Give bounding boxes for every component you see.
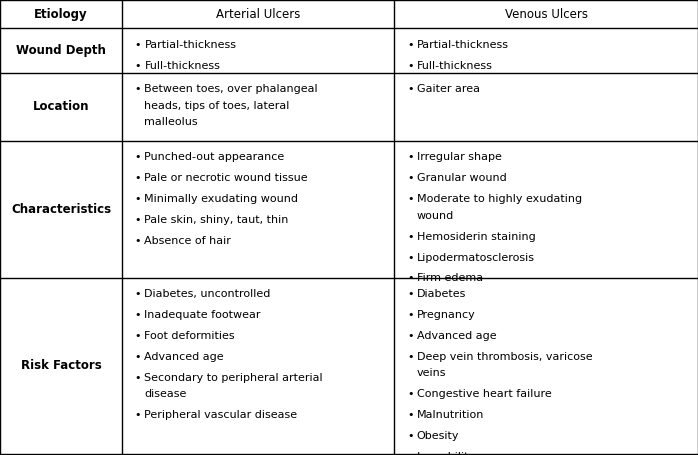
Text: •: • — [407, 61, 413, 71]
Text: Foot deformities: Foot deformities — [144, 331, 235, 341]
Text: •: • — [407, 173, 413, 183]
Text: Location: Location — [33, 101, 89, 113]
Text: Diabetes: Diabetes — [417, 289, 466, 299]
Text: malleolus: malleolus — [144, 117, 198, 127]
Text: •: • — [407, 389, 413, 399]
Text: •: • — [407, 410, 413, 420]
Text: Arterial Ulcers: Arterial Ulcers — [216, 8, 300, 20]
Text: Minimally exudating wound: Minimally exudating wound — [144, 194, 299, 204]
Text: disease: disease — [144, 389, 187, 399]
Text: •: • — [135, 352, 141, 362]
Text: Congestive heart failure: Congestive heart failure — [417, 389, 551, 399]
Text: Lipodermatosclerosis: Lipodermatosclerosis — [417, 253, 535, 263]
Text: •: • — [407, 352, 413, 362]
Text: Immobility: Immobility — [417, 452, 476, 455]
Text: Partial-thickness: Partial-thickness — [417, 40, 509, 50]
Text: Risk Factors: Risk Factors — [21, 359, 101, 372]
Text: Pregnancy: Pregnancy — [417, 310, 475, 320]
Text: •: • — [135, 61, 141, 71]
Text: Granular wound: Granular wound — [417, 173, 507, 183]
Text: Punched-out appearance: Punched-out appearance — [144, 152, 285, 162]
Text: •: • — [407, 253, 413, 263]
Text: •: • — [407, 273, 413, 283]
Text: •: • — [135, 84, 141, 94]
Text: Irregular shape: Irregular shape — [417, 152, 502, 162]
Text: •: • — [135, 310, 141, 320]
Text: •: • — [135, 215, 141, 225]
Text: Advanced age: Advanced age — [417, 331, 496, 341]
Text: •: • — [407, 431, 413, 441]
Text: Absence of hair: Absence of hair — [144, 236, 231, 246]
Text: •: • — [407, 84, 413, 94]
Text: •: • — [135, 331, 141, 341]
Text: Gaiter area: Gaiter area — [417, 84, 480, 94]
Text: •: • — [407, 152, 413, 162]
Text: •: • — [135, 173, 141, 183]
Text: Obesity: Obesity — [417, 431, 459, 441]
Text: wound: wound — [417, 211, 454, 221]
Text: veins: veins — [417, 368, 446, 378]
Text: •: • — [407, 310, 413, 320]
Text: •: • — [135, 410, 141, 420]
Text: Characteristics: Characteristics — [11, 203, 111, 216]
Text: •: • — [407, 331, 413, 341]
Text: •: • — [407, 194, 413, 204]
Text: •: • — [135, 40, 141, 50]
Text: Full-thickness: Full-thickness — [144, 61, 221, 71]
Text: •: • — [135, 194, 141, 204]
Text: Wound Depth: Wound Depth — [16, 44, 106, 57]
Text: •: • — [135, 373, 141, 383]
Text: Hemosiderin staining: Hemosiderin staining — [417, 232, 535, 242]
Text: Malnutrition: Malnutrition — [417, 410, 484, 420]
Text: Venous Ulcers: Venous Ulcers — [505, 8, 588, 20]
Text: Firm edema: Firm edema — [417, 273, 483, 283]
Text: Moderate to highly exudating: Moderate to highly exudating — [417, 194, 582, 204]
Text: Peripheral vascular disease: Peripheral vascular disease — [144, 410, 297, 420]
Text: Inadequate footwear: Inadequate footwear — [144, 310, 261, 320]
Text: Deep vein thrombosis, varicose: Deep vein thrombosis, varicose — [417, 352, 593, 362]
Text: •: • — [407, 40, 413, 50]
Text: Full-thickness: Full-thickness — [417, 61, 493, 71]
Text: •: • — [135, 152, 141, 162]
Text: Pale or necrotic wound tissue: Pale or necrotic wound tissue — [144, 173, 308, 183]
Text: •: • — [407, 289, 413, 299]
Text: •: • — [407, 452, 413, 455]
Text: •: • — [135, 289, 141, 299]
Text: Partial-thickness: Partial-thickness — [144, 40, 237, 50]
Text: •: • — [135, 236, 141, 246]
Text: Pale skin, shiny, taut, thin: Pale skin, shiny, taut, thin — [144, 215, 289, 225]
Text: Etiology: Etiology — [34, 8, 88, 20]
Text: Between toes, over phalangeal: Between toes, over phalangeal — [144, 84, 318, 94]
Text: Diabetes, uncontrolled: Diabetes, uncontrolled — [144, 289, 271, 299]
Text: heads, tips of toes, lateral: heads, tips of toes, lateral — [144, 101, 290, 111]
Text: •: • — [407, 232, 413, 242]
Text: Advanced age: Advanced age — [144, 352, 224, 362]
Text: Secondary to peripheral arterial: Secondary to peripheral arterial — [144, 373, 323, 383]
